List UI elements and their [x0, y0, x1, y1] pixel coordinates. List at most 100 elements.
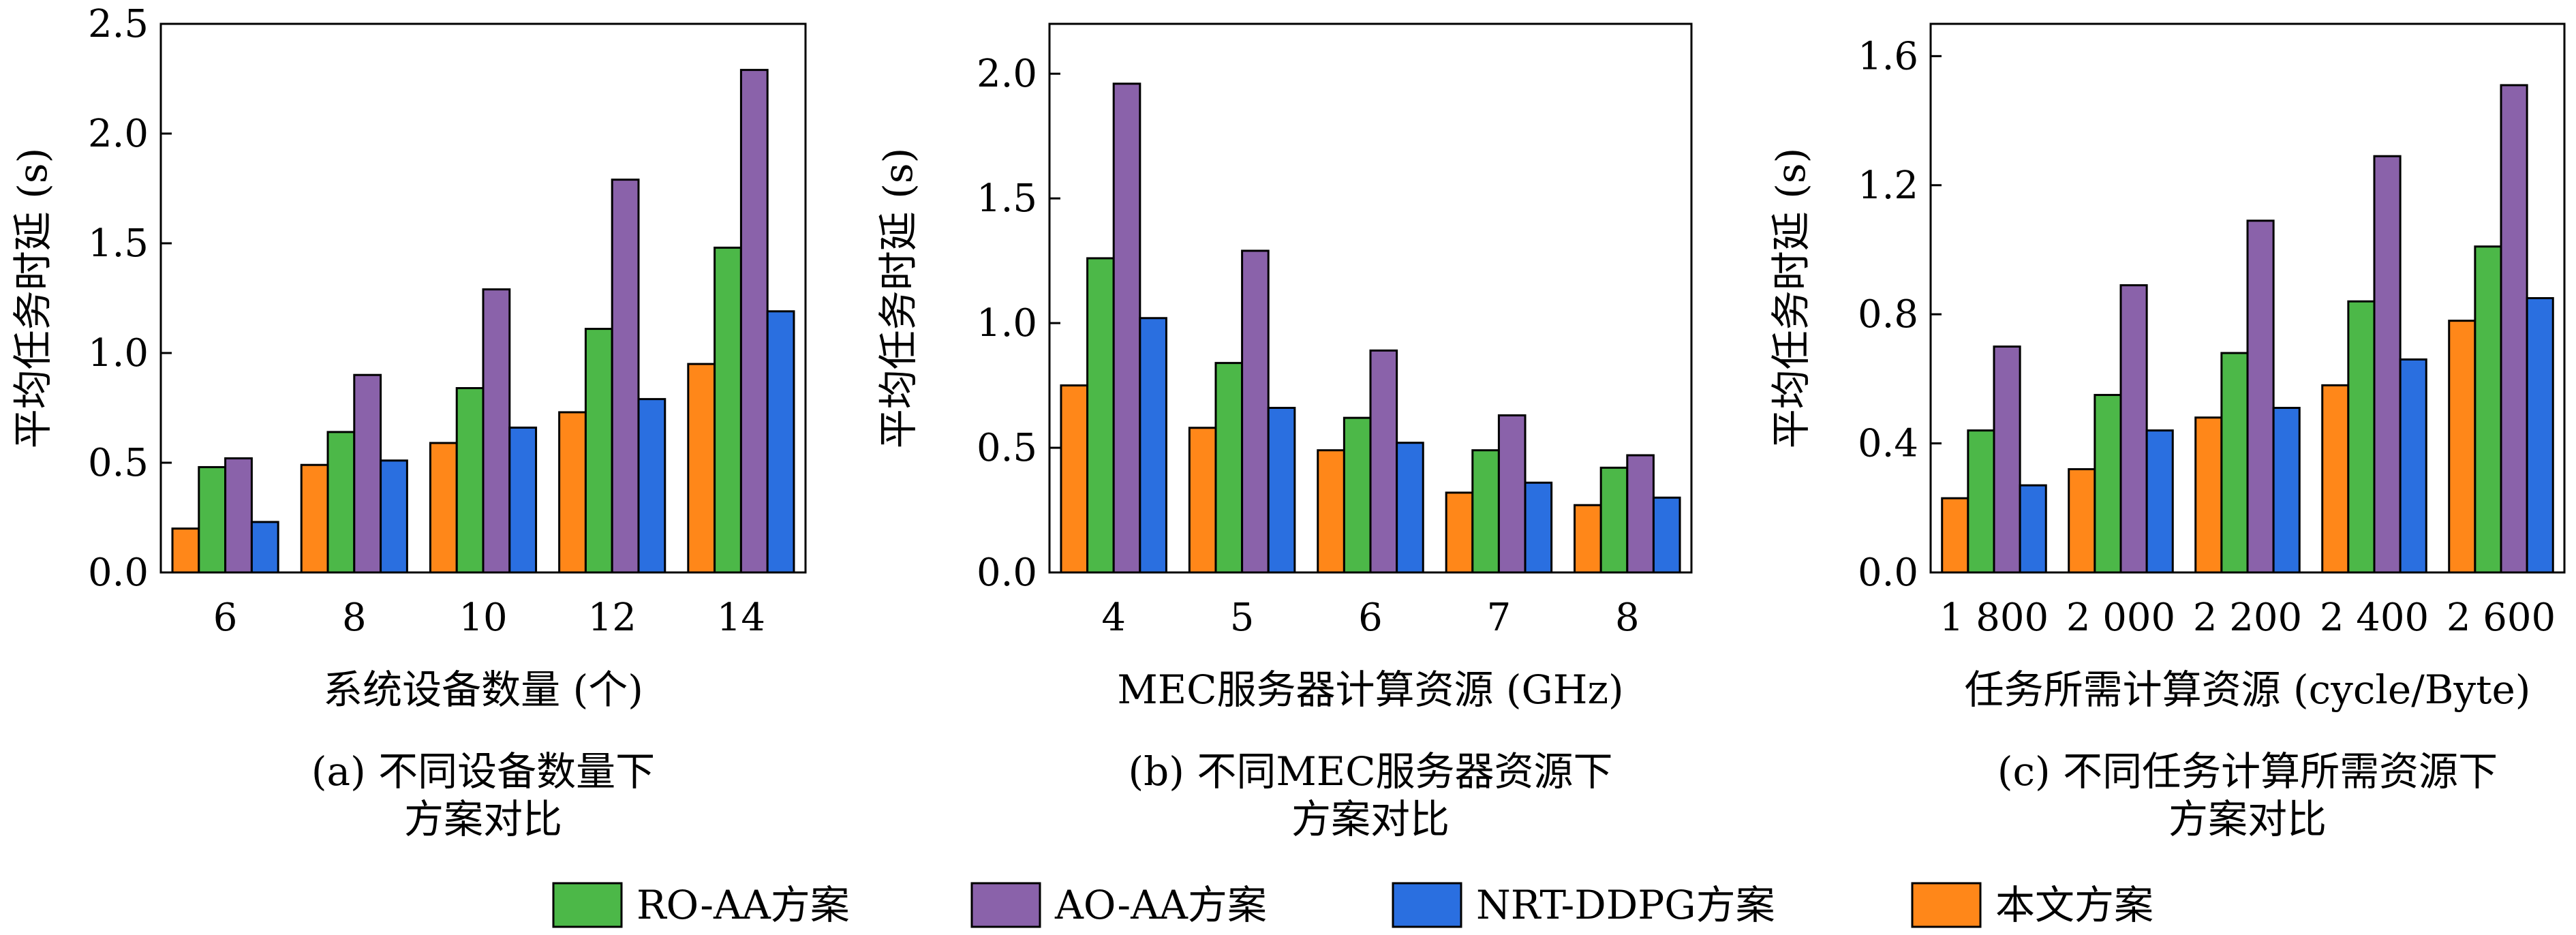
- bar: [1993, 346, 2021, 574]
- x-tick-label: 7: [1487, 596, 1512, 640]
- x-tick-label: 4: [1101, 596, 1126, 640]
- bar: [2068, 468, 2096, 574]
- y-axis-label: 平均任务时延 (s): [875, 148, 921, 448]
- caption-line-2: 方案对比: [1291, 796, 1450, 842]
- bar: [2399, 358, 2427, 574]
- x-tick-label: 2 400: [2320, 596, 2429, 640]
- bar: [2119, 284, 2148, 574]
- bar: [1267, 407, 1296, 574]
- bar: [1471, 449, 1500, 574]
- bar: [2145, 429, 2174, 574]
- legend-label-ro-aa: RO-AA方案: [637, 882, 850, 928]
- chart-panel-3: 0.0 0.4 0.8 1.2 1.6 1 800 2 000 2 200 2 400 2 600…: [1768, 22, 2566, 842]
- x-tick-label: 5: [1230, 596, 1255, 640]
- y-tick-label: 0.8: [1858, 292, 1918, 337]
- legend-swatch-ro-aa: [552, 882, 623, 928]
- bar: [1652, 496, 1681, 574]
- x-axis-label: 任务所需计算资源 (cycle/Byte): [1965, 666, 2531, 713]
- x-tick-label: 6: [213, 596, 238, 640]
- bar: [1317, 449, 1345, 574]
- caption-line-1: (c) 不同任务计算所需资源下: [1997, 748, 2498, 795]
- bar: [1445, 491, 1474, 574]
- y-axis-label: 平均任务时延 (s): [10, 148, 56, 448]
- bar: [611, 179, 640, 574]
- bar: [2220, 352, 2249, 574]
- y-tick-label: 1.2: [1858, 164, 1918, 208]
- y-tick-label: 0.0: [977, 551, 1037, 595]
- bar: [250, 521, 279, 574]
- x-axis-label: MEC服务器计算资源 (GHz): [1117, 666, 1623, 713]
- bar: [2347, 300, 2376, 574]
- bar: [300, 463, 329, 574]
- y-tick-label: 1.0: [977, 301, 1037, 346]
- x-tick-label: 14: [717, 596, 765, 640]
- bar: [714, 246, 742, 574]
- x-tick-label: 8: [342, 596, 367, 640]
- bar: [1967, 429, 1995, 574]
- bar: [2500, 84, 2528, 574]
- y-tick-label: 0.0: [88, 551, 149, 595]
- bar: [198, 465, 227, 574]
- bar: [1369, 349, 1398, 574]
- bar: [455, 387, 485, 574]
- bar: [429, 442, 458, 574]
- bar: [2448, 320, 2477, 574]
- x-tick-label: 2 600: [2447, 596, 2556, 640]
- y-tick-label: 1.5: [977, 177, 1037, 221]
- caption-line-1: (b) 不同MEC服务器资源下: [1129, 748, 1613, 795]
- y-tick-label: 2.0: [977, 52, 1037, 96]
- bar: [687, 363, 716, 574]
- x-tick-label: 12: [588, 596, 637, 640]
- bar: [1112, 82, 1141, 574]
- chart-panel-1: 0.0 0.5 1.0 1.5 2.0 2.5 6 8 10 12 14 系统设备数量 (个) 平均任务…: [10, 2, 807, 842]
- bar: [637, 398, 666, 574]
- y-tick-label: 0.4: [1858, 422, 1918, 466]
- bar: [2526, 297, 2554, 574]
- bar: [2373, 155, 2402, 574]
- bar: [2246, 219, 2275, 574]
- bar: [1139, 317, 1167, 574]
- bar: [482, 288, 511, 574]
- caption-line-1: (a) 不同设备数量下: [311, 748, 655, 795]
- y-tick-label: 2.0: [88, 112, 149, 156]
- x-tick-label: 2 000: [2066, 596, 2175, 640]
- bar: [558, 411, 587, 574]
- bar: [1941, 497, 1969, 574]
- bar: [224, 457, 253, 574]
- x-tick-label: 10: [459, 596, 507, 640]
- legend-label-proposed: 本文方案: [1995, 882, 2153, 928]
- bar: [1497, 414, 1527, 574]
- y-tick-label: 1.0: [88, 331, 149, 375]
- bar: [380, 459, 408, 574]
- bar: [326, 431, 356, 574]
- bar: [1343, 416, 1372, 574]
- bar: [739, 69, 769, 574]
- bar: [2094, 394, 2122, 574]
- x-tick-label: 6: [1358, 596, 1383, 640]
- bar: [1241, 249, 1270, 574]
- bar: [1214, 362, 1244, 574]
- x-tick-label: 1 800: [1939, 596, 2049, 640]
- legend-swatch-nrt-ddpg: [1392, 882, 1462, 928]
- legend: RO-AA方案 AO-AA方案 NRT-DDPG方案 本文方案: [552, 882, 2153, 928]
- bar: [508, 426, 538, 574]
- bar: [584, 328, 613, 574]
- x-axis-label: 系统设备数量 (个): [323, 666, 643, 713]
- bar: [1599, 466, 1629, 574]
- chart-panel-2: 0.0 0.5 1.0 1.5 2.0 4 5 6 7 8 MEC服务器计算资源 (GHz) 平均任务…: [875, 22, 1693, 842]
- y-tick-label: 1.6: [1858, 34, 1918, 78]
- bar: [1396, 442, 1424, 574]
- bar: [1060, 384, 1089, 574]
- bar: [1524, 481, 1553, 574]
- bar: [1626, 454, 1655, 574]
- bar: [171, 527, 200, 574]
- bar: [2194, 416, 2223, 574]
- y-tick-label: 0.5: [88, 441, 149, 485]
- legend-label-ao-aa: AO-AA方案: [1054, 882, 1267, 928]
- bar: [353, 373, 382, 574]
- caption-line-2: 方案对比: [2168, 796, 2327, 842]
- legend-swatch-ao-aa: [970, 882, 1041, 928]
- legend-swatch-proposed: [1911, 882, 1982, 928]
- y-tick-label: 0.5: [977, 426, 1037, 470]
- bar: [2474, 245, 2502, 574]
